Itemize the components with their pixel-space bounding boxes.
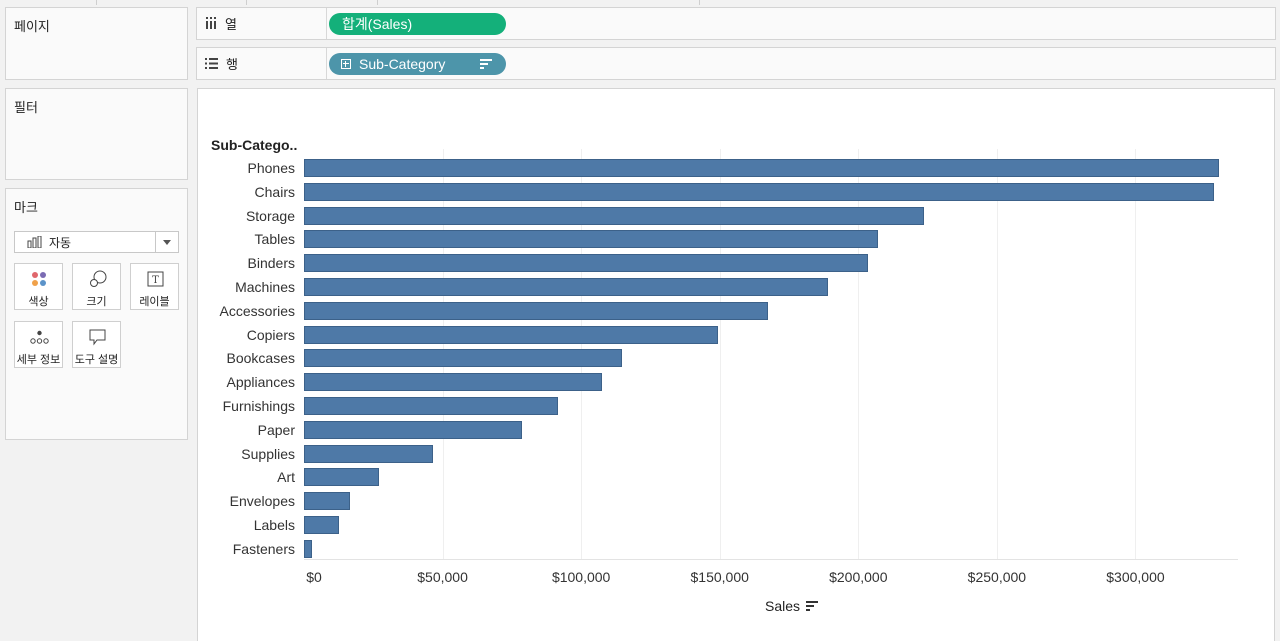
category-label[interactable]: Chairs: [254, 183, 295, 200]
bar[interactable]: [304, 254, 868, 273]
category-label[interactable]: Machines: [235, 279, 295, 295]
category-label[interactable]: Storage: [245, 207, 295, 224]
bar[interactable]: [304, 373, 603, 392]
detail-icon: [30, 330, 49, 344]
x-tick-label: $200,000: [829, 569, 888, 585]
tooltip-icon: [89, 329, 106, 346]
size-icon: [90, 270, 107, 287]
category-label[interactable]: Labels: [253, 517, 295, 533]
rows-shelf-label: 행: [226, 56, 238, 72]
chart-view: Sub-Catego.. Phones Chairs Storage Tables Bi…: [197, 88, 1275, 641]
category-label[interactable]: Bookcases: [226, 350, 295, 367]
bar[interactable]: [304, 397, 559, 415]
bar[interactable]: [304, 325, 719, 344]
bar[interactable]: [304, 206, 925, 225]
columns-shelf[interactable]: 열 합계(Sales): [196, 7, 1276, 40]
gridline: [720, 149, 721, 559]
bar[interactable]: [304, 468, 380, 487]
shelf-divider: [326, 8, 327, 39]
rows-shelf[interactable]: 행 Sub-Category: [196, 47, 1276, 80]
bar[interactable]: [304, 444, 434, 463]
mark-type-dropdown[interactable]: 자동: [14, 231, 179, 253]
x-axis-line: [304, 559, 1238, 560]
color-icon: [32, 272, 46, 286]
marks-title: 마크: [14, 200, 38, 215]
bar[interactable]: [304, 492, 350, 511]
size-label: 크기: [86, 296, 107, 308]
category-label[interactable]: Tables: [254, 231, 295, 248]
pages-title: 페이지: [14, 19, 50, 34]
shelf-divider: [326, 48, 327, 79]
filters-card[interactable]: 필터: [5, 88, 188, 180]
svg-text:T: T: [152, 275, 159, 286]
bar[interactable]: [304, 516, 339, 534]
label-icon: T: [147, 271, 164, 287]
bar[interactable]: [304, 420, 522, 439]
x-tick-label: $300,000: [1106, 569, 1165, 585]
category-label[interactable]: Accessories: [219, 302, 295, 319]
category-label[interactable]: Supplies: [241, 445, 295, 462]
sales-pill[interactable]: 합계(Sales): [329, 13, 506, 35]
category-label[interactable]: Art: [277, 469, 295, 486]
gridline: [997, 149, 998, 559]
bar[interactable]: [304, 349, 623, 368]
x-axis-title[interactable]: Sales: [765, 598, 819, 614]
tooltip-button[interactable]: 도구 설명: [72, 321, 121, 368]
x-axis-title-label: Sales: [765, 598, 801, 614]
bar[interactable]: [304, 159, 1219, 177]
detail-button[interactable]: 세부 정보: [14, 321, 63, 368]
x-tick-label: $250,000: [967, 569, 1027, 585]
category-label[interactable]: Envelopes: [229, 493, 295, 510]
category-label[interactable]: Phones: [247, 160, 295, 176]
tooltip-label: 도구 설명: [74, 354, 119, 366]
bar[interactable]: [304, 301, 768, 320]
bar[interactable]: [304, 278, 829, 296]
x-tick-label: $150,000: [690, 569, 749, 585]
gridline: [858, 149, 859, 559]
bar[interactable]: [304, 539, 313, 558]
row-header[interactable]: Sub-Catego..: [211, 137, 298, 153]
top-toolbar-strip: [0, 0, 1280, 5]
detail-label: 세부 정보: [16, 354, 61, 366]
category-label[interactable]: Appliances: [226, 374, 296, 391]
pages-card[interactable]: 페이지: [5, 7, 188, 80]
category-label[interactable]: Fasteners: [232, 540, 295, 557]
bar-chart-icon: [27, 236, 42, 248]
category-label[interactable]: Copiers: [246, 326, 295, 343]
color-label: 색상: [28, 296, 49, 308]
bar[interactable]: [304, 230, 878, 249]
x-tick-label: $0: [306, 569, 322, 585]
rows-shelf-label-group: 행: [205, 48, 238, 78]
x-tick-label: $50,000: [417, 569, 468, 585]
columns-shelf-label: 열: [225, 16, 237, 32]
category-label[interactable]: Binders: [247, 255, 295, 272]
chevron-down-icon[interactable]: [155, 232, 178, 252]
category-label[interactable]: Furnishings: [222, 398, 295, 414]
sort-descending-icon[interactable]: [806, 601, 819, 611]
filters-title: 필터: [14, 100, 38, 115]
columns-shelf-label-group: 열: [205, 8, 237, 38]
mark-type-value: 자동: [49, 235, 72, 250]
bar[interactable]: [304, 182, 1215, 201]
label-label: 레이블: [139, 296, 170, 308]
sub-category-pill[interactable]: Sub-Category: [329, 53, 506, 75]
expand-icon[interactable]: [341, 59, 351, 69]
sub-category-pill-label: Sub-Category: [359, 56, 446, 72]
sort-descending-icon[interactable]: [480, 59, 492, 69]
rows-icon: [205, 57, 218, 69]
color-button[interactable]: 색상: [14, 263, 63, 310]
size-button[interactable]: 크기: [72, 263, 121, 310]
category-label[interactable]: Paper: [257, 421, 295, 438]
sales-pill-label: 합계(Sales): [342, 16, 413, 32]
x-tick-label: $100,000: [551, 569, 611, 585]
label-button[interactable]: T 레이블: [130, 263, 179, 310]
marks-card: 마크 자동 색상 크기 T 레이블 세부 정보: [5, 188, 188, 440]
columns-icon: [206, 17, 216, 29]
gridline: [1135, 149, 1136, 559]
